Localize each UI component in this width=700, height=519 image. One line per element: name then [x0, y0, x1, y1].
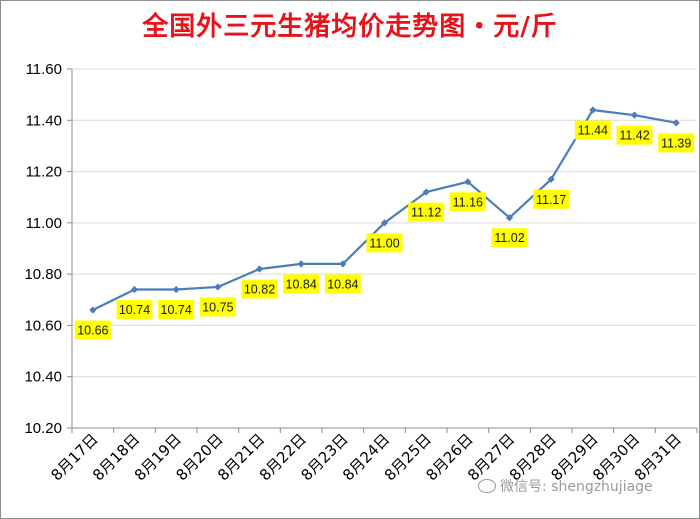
data-point [422, 188, 430, 196]
data-label: 10.74 [119, 303, 150, 317]
data-label-box [158, 300, 195, 320]
data-label-box [324, 274, 361, 294]
y-tick-label: 10.20 [24, 420, 62, 437]
data-label-box [574, 120, 611, 140]
series-polyline [92, 108, 677, 312]
chart-title: 全国外三元生猪均价走势图・元/斤 [142, 12, 558, 42]
data-label-box [491, 228, 528, 248]
data-label: 11.17 [536, 193, 566, 207]
data-label: 11.12 [411, 206, 441, 220]
watermark: 微信号: shengzhujiage [478, 476, 653, 496]
data-point [339, 260, 347, 268]
data-label-box [616, 125, 653, 145]
data-label: 11.44 [578, 124, 608, 138]
y-tick-label: 11.60 [26, 61, 62, 78]
y-tick-label: 11.00 [26, 215, 62, 232]
data-point [505, 214, 514, 222]
data-point [297, 260, 305, 268]
y-tick-label: 10.40 [24, 369, 62, 386]
data-label-box [366, 233, 403, 253]
data-point [464, 178, 472, 186]
y-tick-label: 10.60 [24, 317, 62, 334]
data-point [547, 175, 555, 183]
data-label: 11.39 [661, 136, 691, 150]
grid-lines [72, 68, 697, 429]
axes [67, 68, 698, 433]
wechat-icon [478, 479, 496, 493]
data-label-box [449, 192, 486, 212]
data-label: 10.74 [161, 303, 192, 317]
data-point [589, 106, 597, 114]
data-label-box [74, 320, 111, 340]
data-point [255, 265, 264, 273]
data-label: 11.02 [494, 231, 524, 245]
data-label-box [116, 300, 153, 320]
data-point [172, 285, 180, 294]
data-label: 11.00 [369, 236, 399, 250]
data-label: 10.75 [202, 300, 233, 314]
data-label: 10.84 [286, 277, 317, 291]
y-tick-labels: 10.20 10.40 10.60 10.80 11.00 11.20 11.40 11.60 [24, 61, 62, 437]
data-labels: 10.66 10.74 10.74 10.75 10.82 10.84 10.84 11.00… [74, 120, 695, 340]
data-label-box [199, 297, 236, 317]
y-tick-label: 11.20 [26, 164, 62, 181]
data-label: 11.16 [453, 195, 483, 209]
data-point [130, 285, 139, 294]
data-label-box [241, 279, 278, 299]
data-label-box [283, 274, 320, 294]
watermark-text: 微信号: shengzhujiage [500, 479, 653, 495]
data-label: 10.84 [327, 277, 358, 291]
data-label: 10.66 [77, 324, 108, 338]
data-label-box [658, 133, 695, 153]
y-tick-label: 10.80 [24, 266, 62, 283]
data-point [672, 119, 680, 127]
data-point [214, 283, 222, 291]
data-label: 10.82 [244, 283, 275, 297]
data-point [89, 306, 97, 314]
data-label-box [408, 202, 445, 222]
data-point [380, 219, 389, 227]
y-tick-label: 11.40 [26, 112, 62, 129]
data-label: 11.42 [619, 129, 649, 143]
data-label-box [533, 189, 570, 209]
data-point [630, 111, 639, 119]
